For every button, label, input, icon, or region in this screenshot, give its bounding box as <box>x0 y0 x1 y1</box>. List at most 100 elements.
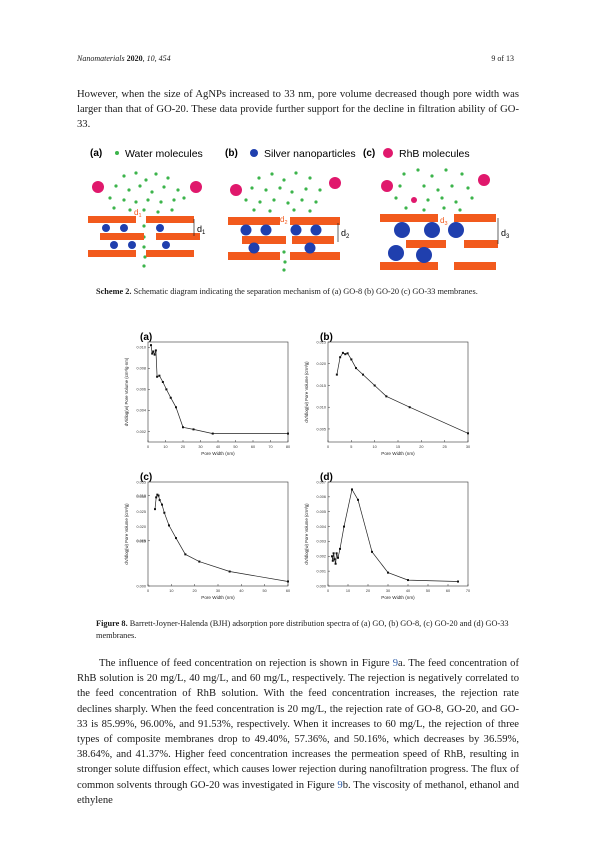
x-tick-label: 10 <box>346 589 350 593</box>
silver-nanoparticles <box>388 222 464 263</box>
x-tick-label: 20 <box>193 589 197 593</box>
go-sheet <box>292 236 334 244</box>
silver-legend-icon <box>250 149 258 157</box>
y-axis-label: dV/dlog(w) Pore Volume (cm³/g·nm) <box>124 357 129 426</box>
data-point <box>211 432 214 435</box>
y-tick-label: 0.015 <box>316 384 326 388</box>
x-tick-label: 40 <box>216 445 220 449</box>
x-tick-label: 30 <box>198 445 202 449</box>
data-point <box>339 356 342 359</box>
scheme-panel-a: d1 d1 <box>88 171 206 268</box>
data-point <box>371 550 373 553</box>
x-tick-label: 50 <box>263 589 267 593</box>
data-point <box>331 555 333 558</box>
x-tick-label: 60 <box>286 589 290 593</box>
go-sheet <box>146 250 194 257</box>
y-tick-label: 0.020 <box>136 525 146 529</box>
x-tick-label: 0 <box>147 445 149 449</box>
go-sheet <box>156 233 200 240</box>
x-tick-label: 50 <box>233 445 237 449</box>
y-tick-label: 0.006 <box>316 495 326 499</box>
y-tick-label: 0.035 <box>136 480 146 484</box>
figure-9-link[interactable]: 9 <box>392 658 398 669</box>
data-point <box>343 525 345 528</box>
go-sheet <box>454 262 496 270</box>
x-tick-label: 0 <box>147 589 149 593</box>
data-point <box>158 499 161 502</box>
x-tick-label: 30 <box>386 589 390 593</box>
y-tick-label: 0.010 <box>136 346 146 350</box>
data-point <box>385 395 388 398</box>
x-tick-label: 80 <box>286 445 290 449</box>
scheme-label-b: (b) <box>225 148 238 159</box>
data-point <box>157 494 160 497</box>
data-point <box>192 428 195 431</box>
x-tick-label: 40 <box>406 589 410 593</box>
data-point <box>357 498 359 501</box>
data-series-line <box>336 352 469 434</box>
go-sheet <box>454 214 496 222</box>
y-tick-label: 0.005 <box>136 539 146 543</box>
rhb-molecule <box>381 180 393 192</box>
x-tick-label: 30 <box>466 445 470 449</box>
x-tick-label: 50 <box>426 589 430 593</box>
data-point <box>331 559 334 562</box>
y-tick-label: 0.005 <box>316 510 326 514</box>
data-point <box>184 553 187 556</box>
rhb-molecule <box>478 174 490 186</box>
body-paragraph-1: However, when the size of AgNPs increase… <box>77 89 519 131</box>
x-tick-label: 0 <box>327 589 329 593</box>
x-tick-label: 10 <box>163 445 167 449</box>
go-sheet <box>100 233 144 240</box>
x-tick-label: 70 <box>466 589 470 593</box>
data-point <box>198 560 201 563</box>
figure-caption-label: Figure 8. <box>96 619 128 628</box>
silver-nanoparticles <box>102 224 170 249</box>
chart-panel-1: (b) 0 5 10 15 20 25 30 0.005 0.010 0.015 0.020 0.025… <box>304 332 470 456</box>
running-header-left: Nanomaterials 2020, 10, 454 <box>77 54 171 63</box>
x-axis-label: Pore Width (nm) <box>381 595 415 600</box>
go-sheet <box>290 252 340 260</box>
x-tick-label: 70 <box>268 445 272 449</box>
journal-name: Nanomaterials <box>77 54 125 63</box>
data-point <box>158 374 161 377</box>
data-point <box>154 349 157 352</box>
x-tick-label: 20 <box>419 445 423 449</box>
x-tick-label: 20 <box>366 589 370 593</box>
data-point <box>228 570 231 573</box>
y-tick-label: 0.000 <box>136 584 146 588</box>
journal-year: 2020 <box>126 54 143 63</box>
figure-9-link[interactable]: 9 <box>337 779 343 791</box>
x-tick-label: 15 <box>396 445 400 449</box>
scheme-panel-b: d2 d2 <box>228 171 350 272</box>
go-sheet <box>380 214 438 222</box>
article-number: 454 <box>158 54 171 63</box>
figure-caption: Figure 8. Barrett-Joyner-Halenda (BJH) a… <box>96 618 516 643</box>
data-point <box>387 571 389 574</box>
go-sheet <box>290 217 340 225</box>
y-tick-label: 0.030 <box>136 495 146 499</box>
data-point <box>156 375 159 378</box>
figure-8-charts: (a)0 10 20 30 40 50 60 70 800.0020.0040.0060.008… <box>124 332 470 600</box>
data-point <box>169 396 172 399</box>
water-molecules <box>244 171 322 272</box>
y-tick-label: 0.003 <box>316 540 326 544</box>
plot-frame <box>327 341 469 443</box>
x-tick-label: 30 <box>216 589 220 593</box>
data-point <box>408 406 411 409</box>
data-point <box>175 406 177 409</box>
data-point <box>344 353 347 356</box>
y-tick-label: 0.007 <box>316 480 326 484</box>
page-number: 9 of 13 <box>491 54 514 63</box>
y-axis-label: dV/dlog(w) Pore Volume (cm³/g) <box>124 503 129 565</box>
data-point <box>163 511 166 514</box>
rhb-molecule <box>190 181 202 193</box>
spacing-label-d3: d3 <box>501 228 510 240</box>
legend-water: Water molecules <box>125 148 203 160</box>
spacing-label-d1: d1 <box>197 224 206 236</box>
data-point <box>287 432 289 435</box>
data-point <box>152 350 155 353</box>
y-tick-label: 0.025 <box>316 340 326 344</box>
data-point <box>155 496 158 499</box>
para2-text-3: b. The viscosity of methanol, ethanol an… <box>77 779 519 806</box>
